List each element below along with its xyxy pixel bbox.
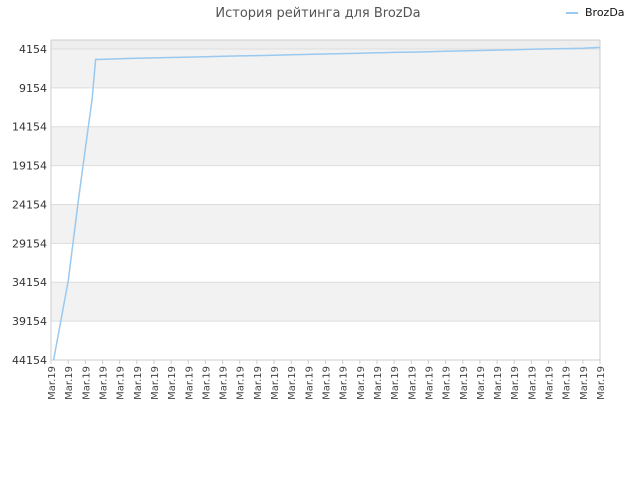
x-tick-label: Mar.19: [356, 366, 367, 400]
x-tick-label: Mar.19: [133, 366, 144, 400]
x-tick-label: Mar.19: [545, 366, 556, 400]
y-tick-label: 4154: [19, 43, 47, 56]
y-tick-label: 14154: [12, 121, 47, 134]
series-layer: [52, 46, 601, 361]
x-tick-label: Mar.19: [184, 366, 195, 400]
x-tick-label: Mar.19: [407, 366, 418, 400]
x-tick-label: Mar.19: [579, 366, 590, 400]
x-tick-label: Mar.19: [98, 366, 109, 400]
x-tick-label: Mar.19: [150, 366, 161, 400]
x-tick-label: Mar.19: [270, 366, 281, 400]
y-tick-label: 39154: [12, 315, 47, 328]
x-tick-label: Mar.19: [476, 366, 487, 400]
y-tick-label: 9154: [19, 82, 47, 95]
x-tick-label: Mar.19: [304, 366, 315, 400]
legend-label: BrozDa: [585, 6, 625, 19]
x-tick-label: Mar.19: [64, 366, 75, 400]
background-band: [51, 48, 600, 88]
y-tick-label: 29154: [12, 237, 47, 250]
background-band: [51, 321, 600, 360]
y-tick-label: 24154: [12, 198, 47, 211]
x-tick-label: Mar.19: [167, 366, 178, 400]
x-tick-label: Mar.19: [442, 366, 453, 400]
x-tick-label: Mar.19: [322, 366, 333, 400]
x-tick-label: Mar.19: [201, 366, 212, 400]
x-tick-label: Mar.19: [459, 366, 470, 400]
x-tick-label: Mar.19: [596, 366, 607, 400]
x-tick-label: Mar.19: [493, 366, 504, 400]
background-band: [51, 282, 600, 322]
x-tick-label: Mar.19: [373, 366, 384, 400]
background-band: [51, 126, 600, 166]
legend: BrozDa: [566, 6, 625, 19]
y-tick-label: 19154: [12, 160, 47, 173]
background-band: [51, 165, 600, 205]
background-band: [51, 40, 600, 49]
y-tick-label: 34154: [12, 276, 47, 289]
x-tick-label: Mar.19: [253, 366, 264, 400]
background-band: [51, 204, 600, 244]
background-band: [51, 243, 600, 283]
background-bands: [51, 40, 600, 360]
x-tick-label: Mar.19: [116, 366, 127, 400]
x-tick-label: Mar.19: [81, 366, 92, 400]
x-tick-label: Mar.19: [510, 366, 521, 400]
x-tick-label: Mar.19: [424, 366, 435, 400]
axes: [50, 39, 601, 364]
x-tick-label: Mar.19: [527, 366, 538, 400]
series-line-brozda: [52, 46, 601, 361]
background-band: [51, 87, 600, 127]
x-tick-label: Mar.19: [390, 366, 401, 400]
x-tick-label: Mar.19: [47, 366, 58, 400]
x-tick-label: Mar.19: [219, 366, 230, 400]
y-axis-tick-labels: 4154 9154 14154 19154 24154 29154 34154 39154 44…: [12, 43, 47, 367]
y-tick-label: 44154: [12, 354, 47, 367]
x-tick-label: Mar.19: [287, 366, 298, 400]
x-tick-label: Mar.19: [339, 366, 350, 400]
x-axis-tick-labels: Mar.19 Mar.19 Mar.19 Mar.19 Mar.19 Mar.19 Mar.…: [47, 366, 607, 400]
x-tick-label: Mar.19: [562, 366, 573, 400]
x-tick-label: Mar.19: [236, 366, 247, 400]
chart-title: История рейтинга для BrozDa: [215, 6, 420, 21]
